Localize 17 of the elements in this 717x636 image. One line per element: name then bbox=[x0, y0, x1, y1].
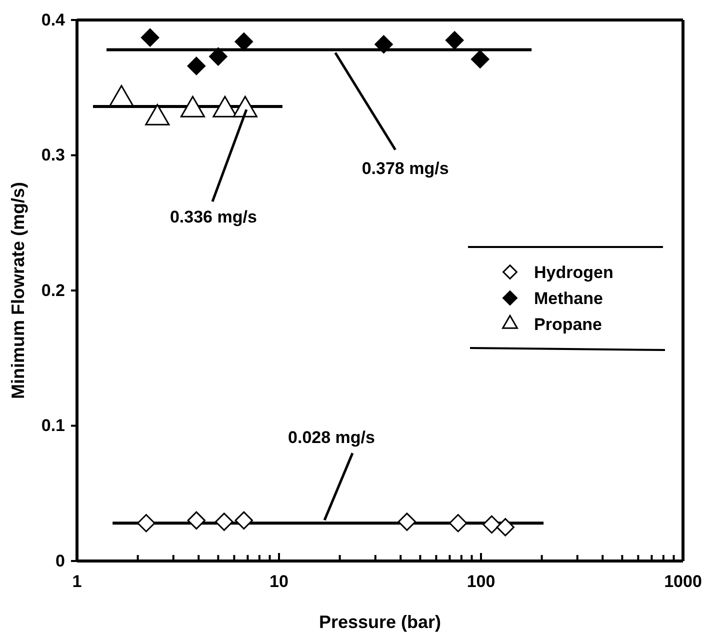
legend-label: Propane bbox=[534, 315, 602, 334]
y-tick-label: 0.3 bbox=[41, 146, 65, 165]
y-tick-label: 0.4 bbox=[41, 10, 66, 30]
y-tick-label: 0 bbox=[56, 551, 65, 570]
y-tick-label: 0.2 bbox=[41, 280, 65, 300]
annotation: 0.028 mg/s bbox=[288, 428, 375, 448]
x-tick-label: 1 bbox=[72, 572, 82, 592]
x-axis-title: Pressure (bar) bbox=[318, 612, 442, 632]
y-axis-title: Minimum Flowrate (mg/s) bbox=[8, 182, 28, 400]
y-tick-label: 0.1 bbox=[41, 416, 65, 436]
annotation: 0.378 mg/s bbox=[362, 158, 449, 178]
legend-label: Hydrogen bbox=[534, 263, 614, 282]
x-tick-label: 100 bbox=[466, 572, 496, 592]
legend-label: Methane bbox=[534, 289, 603, 308]
x-tick-label: 10 bbox=[270, 572, 288, 592]
x-tick-label: 1000 bbox=[664, 572, 702, 592]
annotation: 0.336 mg/s bbox=[170, 208, 257, 227]
